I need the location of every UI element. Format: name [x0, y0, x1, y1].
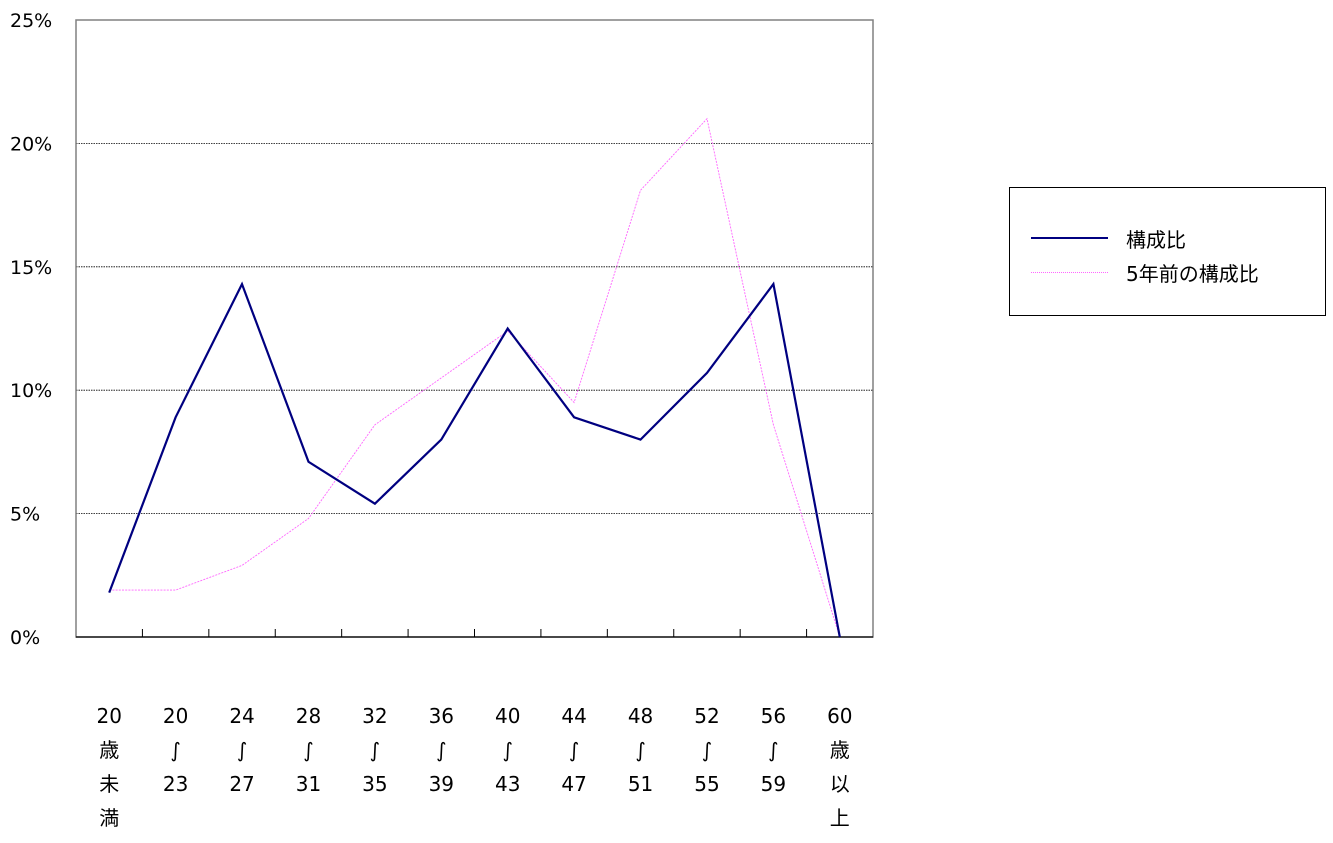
y-axis-tick-labels: 0% 5% 10% 15% 20% 25% — [10, 10, 52, 649]
legend-entry-series-1: 構成比 — [1010, 223, 1186, 253]
x-category-label: ∫ — [170, 738, 180, 762]
series-line-2 — [109, 117, 841, 638]
x-category-label: 歳 — [830, 738, 850, 762]
x-category-label: 39 — [429, 772, 454, 796]
x-category-label: ∫ — [768, 738, 778, 762]
x-category-label: 47 — [561, 772, 586, 796]
x-category-label: 27 — [229, 772, 254, 796]
x-category-label: 28 — [296, 704, 321, 728]
x-category-label: 44 — [561, 704, 586, 728]
x-category-label: ∫ — [569, 738, 579, 762]
x-category-label: 歳 — [99, 738, 119, 762]
legend: 構成比 5年前の構成比 — [1009, 187, 1326, 316]
y-tick-label: 20% — [10, 133, 52, 155]
x-category-label: ∫ — [635, 738, 645, 762]
x-category-label: ∫ — [303, 738, 313, 762]
x-category-label: 55 — [694, 772, 719, 796]
x-category-label: ∫ — [237, 738, 247, 762]
plot-area-border — [75, 19, 874, 638]
x-category-label: ∫ — [502, 738, 512, 762]
legend-swatch-series-2 — [1031, 271, 1108, 273]
x-category-label: ∫ — [436, 738, 446, 762]
x-category-label: 48 — [628, 704, 653, 728]
x-category-label: 60 — [827, 704, 852, 728]
x-category-label: 59 — [761, 772, 786, 796]
x-category-label: 上 — [830, 806, 850, 830]
y-tick-label: 10% — [10, 380, 52, 402]
y-tick-label: 0% — [10, 627, 40, 649]
series-lines — [108, 117, 841, 638]
legend-entry-series-2: 5年前の構成比 — [1010, 257, 1259, 287]
x-category-label: 32 — [362, 704, 387, 728]
x-category-label: 24 — [229, 704, 254, 728]
x-category-label: 40 — [495, 704, 520, 728]
x-category-label: 満 — [99, 806, 119, 830]
series-line-1 — [108, 281, 841, 638]
x-category-label: 20 — [163, 704, 188, 728]
x-category-label: ∫ — [702, 738, 712, 762]
x-category-label: 未 — [99, 772, 119, 796]
legend-swatch-series-1 — [1031, 237, 1108, 239]
x-category-label: 43 — [495, 772, 520, 796]
y-tick-label: 15% — [10, 257, 52, 279]
x-category-label: 以 — [830, 772, 850, 796]
x-category-label: 36 — [429, 704, 454, 728]
x-axis-category-labels: 20歳未満20∫2324∫2728∫3132∫3536∫3940∫4344∫47… — [96, 704, 852, 830]
x-category-label: ∫ — [370, 738, 380, 762]
y-tick-label: 5% — [10, 504, 40, 526]
x-category-label: 51 — [628, 772, 653, 796]
x-category-label: 52 — [694, 704, 719, 728]
x-category-label: 23 — [163, 772, 188, 796]
x-category-label: 20 — [96, 704, 121, 728]
gridlines — [76, 142, 873, 514]
legend-label-series-1: 構成比 — [1126, 227, 1186, 252]
x-category-label: 56 — [761, 704, 786, 728]
y-tick-label: 25% — [10, 10, 52, 32]
x-category-label: 35 — [362, 772, 387, 796]
x-axis-ticks — [141, 629, 808, 637]
x-category-label: 31 — [296, 772, 321, 796]
legend-label-series-2: 5年前の構成比 — [1126, 261, 1259, 286]
